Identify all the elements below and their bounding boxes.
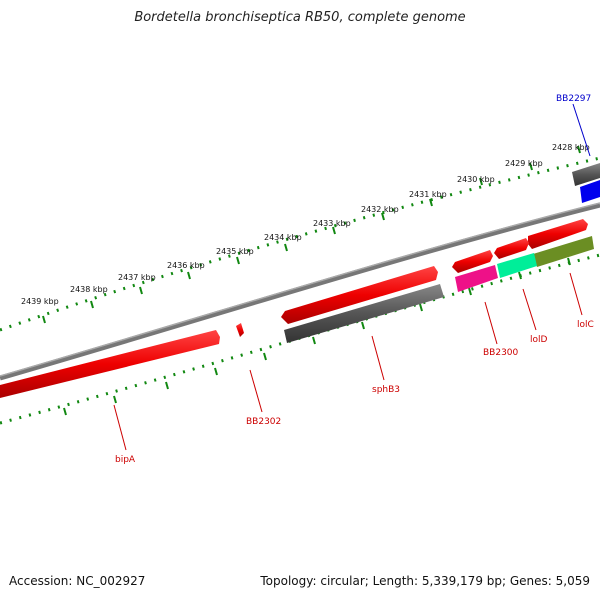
gene-bb2297[interactable] <box>580 180 600 203</box>
gene-label-lold: lolD <box>530 335 548 345</box>
inner-major-ticks <box>63 257 571 416</box>
forward-features <box>0 163 600 398</box>
gene-label-sphb3: sphB3 <box>372 385 400 395</box>
tick-label: 2431 kbp <box>409 190 447 199</box>
reverse-features <box>284 236 594 343</box>
gene-label-bipa: bipA <box>115 455 136 465</box>
gene-feature-red[interactable] <box>452 250 493 273</box>
gene-bipa[interactable] <box>0 330 220 398</box>
gene-label-bb2300: BB2300 <box>483 348 519 358</box>
tick-label: 2438 kbp <box>70 285 108 294</box>
gene-bb2300[interactable] <box>455 265 498 292</box>
tick-label: 2428 kbp <box>552 143 590 152</box>
tick-label: 2430 kbp <box>457 175 495 184</box>
tick-label: 2436 kbp <box>167 261 205 270</box>
gene-label-bb2297: BB2297 <box>556 94 591 104</box>
gene-feature-red[interactable] <box>494 238 529 259</box>
gene-feature-red[interactable] <box>528 219 588 249</box>
accession-text: Accession: NC_002927 <box>9 574 146 588</box>
gene-feature-red[interactable] <box>281 266 438 324</box>
map-title: Bordetella bronchiseptica RB50, complete… <box>134 10 466 25</box>
gene-lolc[interactable] <box>533 236 594 267</box>
tick-label: 2429 kbp <box>505 159 543 168</box>
gene-label-bb2302: BB2302 <box>246 417 281 427</box>
tick-label: 2437 kbp <box>118 273 156 282</box>
tick-label: 2435 kbp <box>216 247 254 256</box>
gene-lold[interactable] <box>497 253 537 278</box>
genome-backbone <box>0 202 600 381</box>
tick-label: 2433 kbp <box>313 219 351 228</box>
gene-label-lolc: lolC <box>577 320 594 330</box>
gene-feature-dark[interactable] <box>572 163 600 186</box>
tick-label: 2434 kbp <box>264 233 302 242</box>
label-leaders <box>113 103 591 451</box>
gene-sphb3[interactable] <box>284 284 444 343</box>
tick-label: 2432 kbp <box>361 205 399 214</box>
backbone-highlight <box>0 202 600 377</box>
tick-label: 2439 kbp <box>21 297 59 306</box>
genome-summary-text: Topology: circular; Length: 5,339,179 bp… <box>260 574 590 588</box>
outer-major-ticks <box>42 145 581 324</box>
gene-bb2302[interactable] <box>236 323 244 337</box>
